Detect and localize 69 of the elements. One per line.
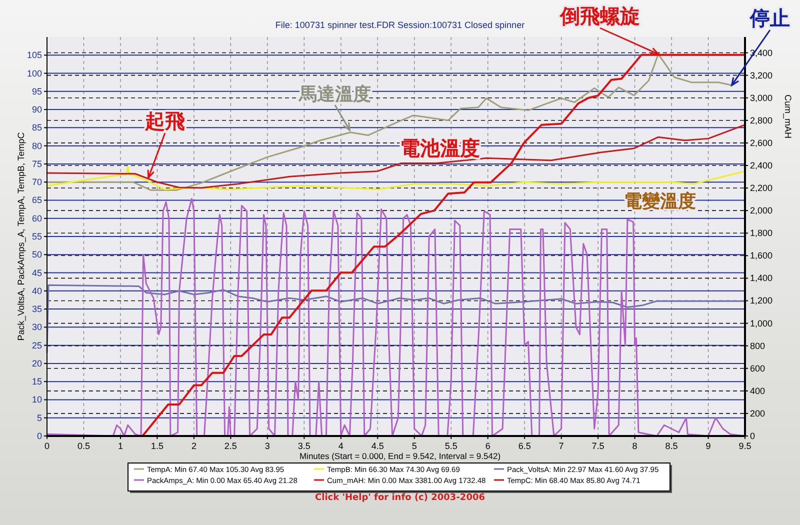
x-tick-label: 8.5	[665, 441, 678, 451]
x-tick-label: 2.5	[224, 441, 237, 451]
x-tick-label: 7.5	[592, 441, 604, 451]
x-tick-label: 7	[558, 441, 564, 451]
y-tick-label: 25	[32, 340, 42, 350]
y-tick-label: 95	[32, 86, 42, 96]
y2-tick-label: 1,000	[750, 318, 773, 328]
chart-title: File: 100731 spinner test.FDR Session:100731 Closed spinner	[275, 20, 525, 30]
x-tick-label: 3	[264, 441, 270, 451]
y2-tick-label: 1,200	[750, 296, 773, 306]
y-tick-label: 15	[32, 376, 42, 387]
y-tick-label: 90	[32, 104, 42, 115]
y-tick-label: 20	[32, 358, 42, 368]
x-tick-label: 0.5	[77, 441, 90, 451]
y-tick-label: 55	[32, 232, 42, 242]
y2-axis-title: Cum_mAH	[783, 94, 793, 139]
y-tick-label: 85	[32, 122, 42, 133]
y2-tick-label: 1,600	[750, 250, 773, 261]
y2-tick-label: 3,000	[750, 92, 773, 103]
y2-tick-label: 200	[750, 408, 766, 418]
y2-tick-label: 400	[750, 386, 766, 396]
y-tick-label: 105	[26, 50, 42, 60]
y2-tick-label: 1,400	[750, 273, 773, 284]
y2-tick-label: 2,800	[750, 115, 773, 126]
x-tick-label: 0	[44, 441, 50, 451]
x-tick-label: 4.5	[371, 441, 384, 451]
x-tick-label: 6.5	[518, 441, 531, 451]
y-axis-title: Pack_VoltsA, PackAmps_A, TempA, TempB, TempC	[16, 132, 26, 341]
x-tick-label: 4	[338, 441, 344, 451]
y-tick-label: 65	[32, 195, 42, 206]
y-tick-label: 50	[32, 250, 42, 260]
y2-tick-label: 600	[750, 363, 766, 374]
y2-tick-label: 0	[750, 431, 756, 441]
annotation: 停止	[749, 6, 790, 30]
x-tick-label: 1	[118, 441, 123, 451]
x-tick-label: 6	[485, 441, 490, 451]
y-tick-label: 35	[32, 304, 42, 314]
x-tick-label: 8	[632, 441, 638, 451]
y-tick-label: 0	[36, 431, 42, 441]
x-tick-label: 2	[191, 441, 196, 451]
y-tick-label: 100	[26, 68, 42, 78]
y-tick-label: 80	[32, 140, 42, 151]
y2-tick-label: 1,800	[750, 228, 773, 238]
y-tick-label: 75	[32, 158, 42, 169]
y2-tick-label: 800	[750, 340, 766, 351]
line-series	[46, 284, 746, 354]
y-tick-label: 10	[32, 394, 42, 405]
x-tick-label: 1.5	[150, 441, 164, 451]
line-series	[46, 53, 746, 191]
x-tick-label: 9.5	[738, 441, 752, 451]
y-tick-label: 70	[32, 177, 42, 188]
y-tick-label: 45	[32, 268, 42, 278]
y-tick-label: 60	[32, 213, 42, 224]
y2-tick-label: 2,600	[750, 138, 773, 148]
y2-tick-label: 2,400	[750, 160, 773, 170]
y-tick-label: 30	[32, 322, 42, 332]
y2-tick-label: 2,200	[750, 183, 773, 194]
x-tick-label: 5	[412, 441, 417, 451]
annotation: 倒飛螺旋	[559, 4, 640, 28]
x-tick-label: 3.5	[298, 441, 310, 451]
y-tick-label: 5	[36, 412, 42, 423]
text: Click 'Help' for info (c) 2003-2006	[315, 493, 485, 503]
y2-tick-label: 3,200	[750, 70, 773, 80]
x-axis-title: Minutes (Start = 0.000, End = 9.542, Interval = 9.542)	[299, 451, 501, 461]
x-tick-label: 5.5	[444, 441, 458, 451]
x-tick-label: 9	[706, 441, 711, 451]
line-series	[46, 166, 746, 190]
y2-tick-label: 2,000	[750, 206, 773, 216]
y-tick-label: 40	[32, 286, 42, 296]
